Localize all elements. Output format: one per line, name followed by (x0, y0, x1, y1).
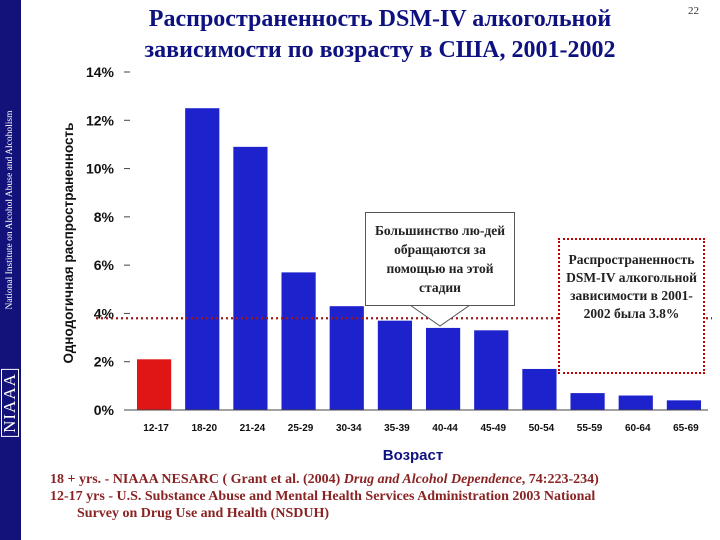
y-axis-title: Однодогичная распространенность (61, 123, 76, 364)
bar-65-69 (666, 400, 702, 410)
y-tick-label: 12% (86, 112, 115, 128)
footnote-journal: Drug and Alcohol Dependence (343, 472, 522, 487)
prevalence-callout: Распространенность DSM-IV алкогольной за… (558, 238, 705, 374)
bar-50-54 (522, 368, 557, 410)
bar-35-39 (377, 320, 413, 410)
x-tick-label: 35-39 (384, 423, 410, 434)
x-axis-title: Возраст (383, 447, 443, 464)
y-tick-label: 14% (86, 64, 115, 80)
footnote-nsduh: 12-17 yrs - U.S. Substance Abuse and Men… (50, 489, 596, 504)
y-tick-label: 0% (94, 402, 115, 418)
x-tick-label: 65-69 (673, 423, 699, 434)
callout-pointer (408, 304, 472, 327)
bar-21-24 (233, 146, 268, 411)
y-tick-label: 2% (94, 354, 115, 370)
slide-title: Распространенность DSM-IV алкогольной за… (144, 6, 616, 63)
x-tick-label: 12-17 (143, 423, 169, 434)
source-footnotes: 18 + yrs. - NIAAA NESARC ( Grant et al. … (50, 471, 715, 522)
x-tick-label: 60-64 (625, 423, 651, 434)
x-tick-label: 21-24 (240, 423, 266, 434)
bar-25-29 (281, 272, 316, 410)
footnote-nesarc-prefix: 18 + yrs. - NIAAA NESARC ( Grant et al. … (50, 472, 344, 487)
x-tick-label: 25-29 (288, 423, 314, 434)
x-tick-label: 50-54 (529, 423, 555, 434)
bar-12-17 (136, 359, 172, 410)
bar-chart: 0% 2% 4% 6% 8% 10% 12% 14% Однодогичная распрост… (61, 64, 712, 464)
sidebar-strip: National Institute on Alcohol Abuse and … (0, 0, 21, 540)
x-tick-label: 45-49 (480, 423, 506, 434)
bar-18-20 (185, 108, 220, 410)
y-tick-label: 10% (86, 161, 115, 177)
x-tick-label: 30-34 (336, 423, 362, 434)
x-tick-label: 18-20 (191, 423, 217, 434)
bar-30-34 (329, 306, 364, 410)
y-tick-label: 6% (94, 257, 115, 273)
bar-45-49 (474, 330, 509, 410)
footnote-nsduh-continued: Survey on Drug Use and Health (NSDUH) (77, 506, 330, 521)
y-tick-label: 8% (94, 209, 115, 225)
bar-55-59 (570, 393, 605, 410)
slide-number: 22 (688, 5, 699, 17)
footnote-nesarc: 18 + yrs. - NIAAA NESARC ( Grant et al. … (50, 471, 715, 488)
treatment-stage-callout: Большинство лю-дей обращаются за помощью… (365, 212, 515, 306)
bar-40-44 (425, 327, 461, 410)
bar-60-64 (618, 395, 653, 410)
x-tick-label: 55-59 (577, 423, 603, 434)
x-tick-label: 40-44 (432, 423, 458, 434)
footnote-nesarc-suffix: , 74:223-234) (521, 472, 599, 487)
y-tick-label: 4% (94, 305, 115, 321)
